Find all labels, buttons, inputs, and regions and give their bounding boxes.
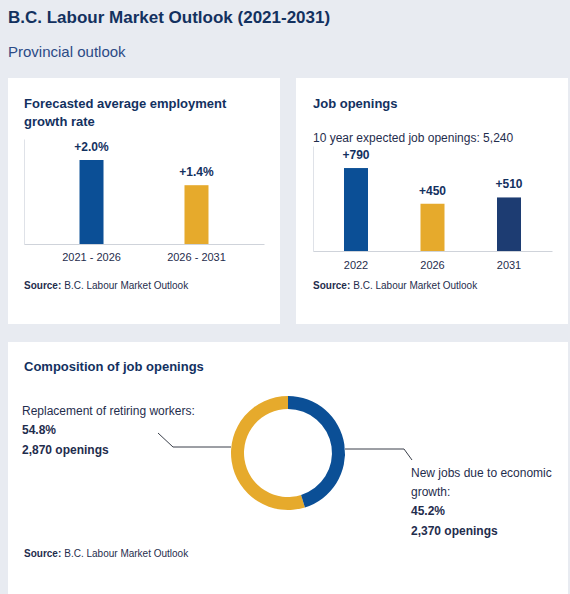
bar-chart: Forecasted average employment growth rate… [24, 96, 265, 263]
x-axis: 2021 - 2026 2026 - 2031 [25, 245, 265, 263]
bar [421, 204, 445, 251]
text-line: New jobs due to economic [411, 466, 552, 480]
slice [288, 396, 345, 507]
bar-chart: Job openings 10 year expected job opening… [313, 96, 553, 271]
source-label: Source: [24, 548, 61, 559]
card [296, 78, 568, 324]
data-label: +790 [342, 148, 369, 162]
slice [231, 396, 305, 510]
card [8, 78, 280, 324]
tick: 2026 - 2031 [167, 251, 226, 263]
y-axis-line [313, 147, 314, 252]
data-label: +2.0% [74, 140, 109, 154]
donut-chart: Composition of job openings Replacement o… [22, 359, 552, 538]
source-label: Source: [313, 280, 350, 291]
source-text: B.C. Labour Market Outlook [353, 280, 478, 291]
source-text: B.C. Labour Market Outlook [64, 548, 189, 559]
slices [231, 396, 345, 510]
card [8, 342, 568, 594]
data-label: +510 [495, 177, 522, 191]
leader-line [345, 449, 412, 460]
text-line: Forecasted average employment [24, 96, 227, 111]
tick-label: 2026 [420, 259, 444, 271]
chart-subtitle: 10 year expected job openings: 5,240 [313, 131, 513, 145]
source-label: Source: [24, 280, 61, 291]
tick-label: 2026 - 2031 [167, 251, 226, 263]
openings-label: 2,370 openings [411, 524, 498, 538]
leader-line [158, 433, 231, 447]
x-axis-line [25, 244, 265, 245]
y-axis [313, 147, 314, 252]
slice-label: Replacement of retiring workers: [22, 404, 195, 418]
y-axis-line [24, 140, 25, 245]
bars [344, 168, 521, 251]
data-label: 45.2% [411, 504, 445, 518]
source-text: B.C. Labour Market Outlook [64, 280, 189, 291]
tick: 2031 [497, 259, 521, 271]
tick-label: 2022 [344, 259, 368, 271]
data-label: 54.8% [22, 423, 56, 437]
bar [344, 168, 368, 251]
source: Source:B.C. Labour Market Outlook [24, 548, 189, 559]
text-line: Replacement of retiring workers: [22, 404, 195, 418]
y-axis [24, 140, 25, 245]
infographic: B.C. Labour Market Outlook (2021-2031) Pr… [0, 0, 570, 594]
tick-label: 2031 [497, 259, 521, 271]
bar [80, 160, 104, 244]
x-axis: 2022 2026 2031 [314, 252, 553, 271]
background [0, 0, 570, 594]
source: Source:B.C. Labour Market Outlook [24, 280, 189, 291]
bar [184, 185, 208, 244]
slice-label: New jobs due to economic growth: [411, 466, 552, 499]
tick: 2021 - 2026 [62, 251, 121, 263]
chart-title: Job openings [313, 96, 398, 111]
bar [497, 197, 521, 251]
text-line: Job openings [313, 96, 398, 111]
tick-label: 2021 - 2026 [62, 251, 121, 263]
tick: 2022 [344, 259, 368, 271]
data-label: +450 [419, 184, 446, 198]
openings-label: 2,870 openings [22, 443, 109, 457]
page-subtitle: Provincial outlook [8, 43, 126, 60]
chart-title: Composition of job openings [24, 359, 204, 374]
page-title: B.C. Labour Market Outlook (2021-2031) [8, 8, 330, 27]
source: Source:B.C. Labour Market Outlook [313, 280, 478, 291]
x-axis-line [314, 251, 553, 252]
tick: 2026 [420, 259, 444, 271]
text-line: growth rate [24, 114, 95, 129]
data-label: +1.4% [179, 165, 214, 179]
text-line: growth: [411, 485, 450, 499]
chart-title: Forecasted average employment growth rate [24, 96, 227, 129]
